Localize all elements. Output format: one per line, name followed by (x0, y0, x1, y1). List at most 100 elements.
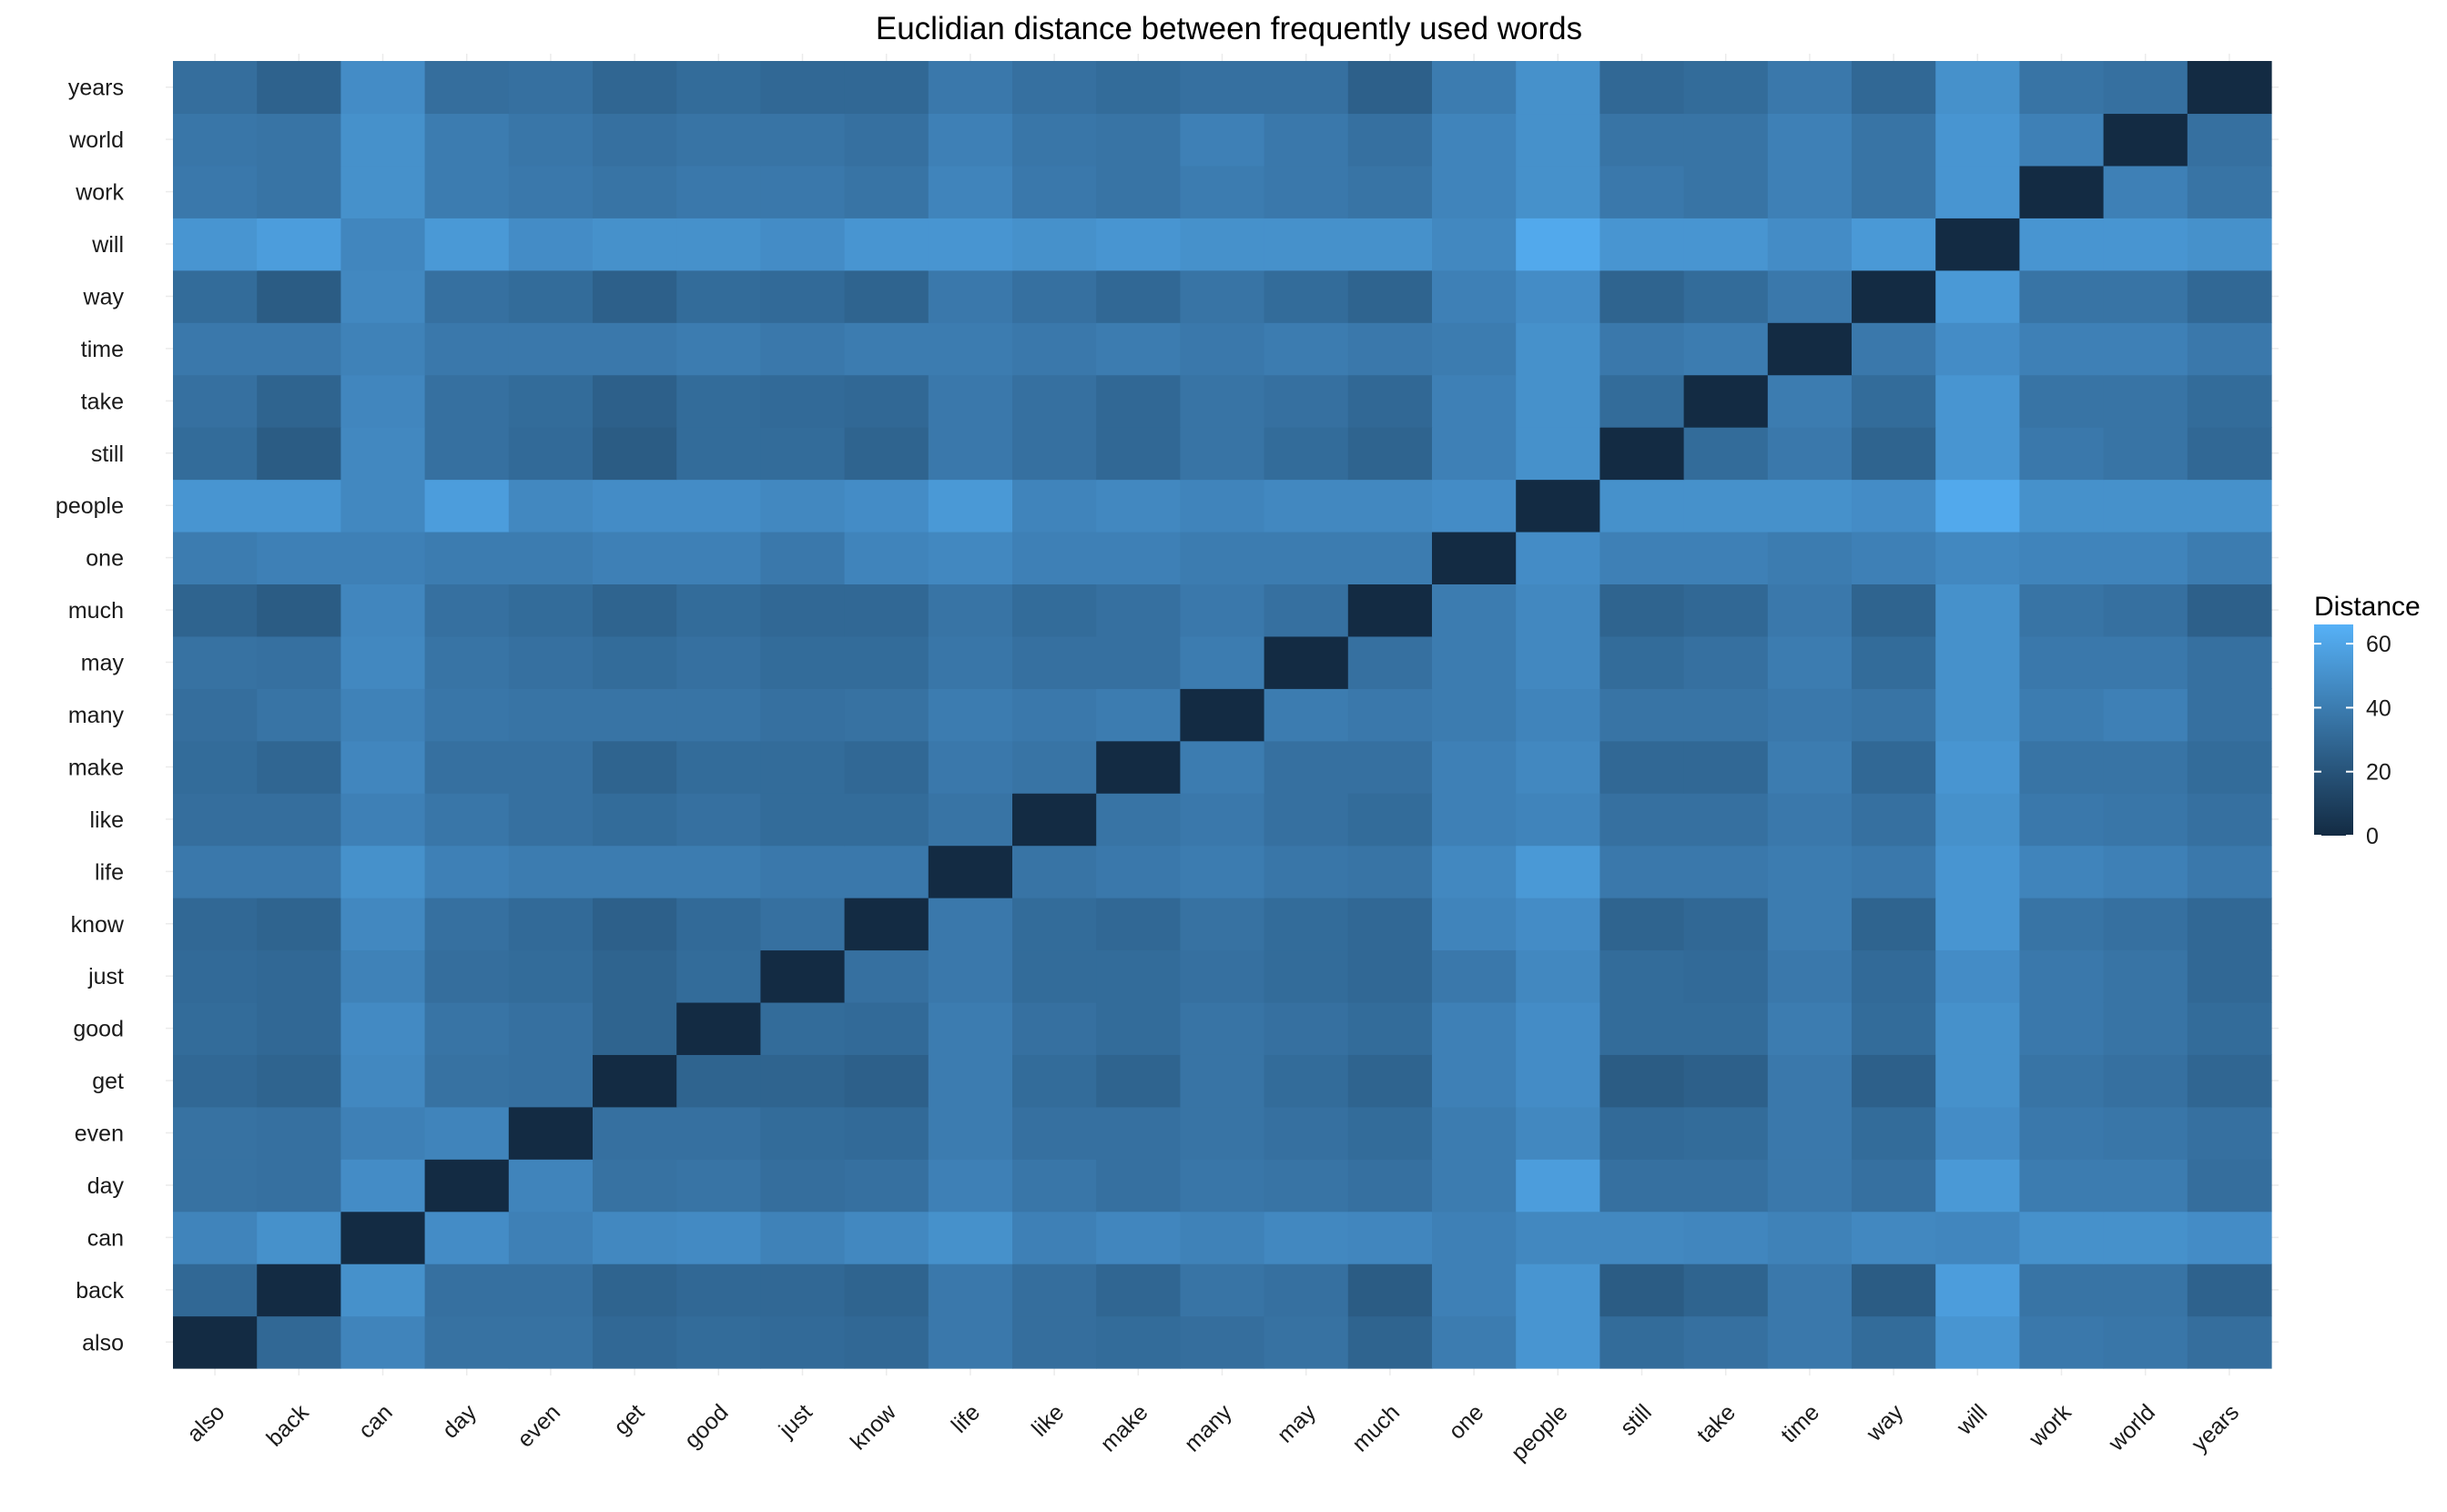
heatmap-cell (2187, 374, 2272, 428)
heatmap-cell (1935, 218, 2020, 271)
heatmap-cell (173, 949, 258, 1003)
heatmap-cell (257, 845, 341, 898)
heatmap-cell (1852, 165, 1936, 218)
heatmap-cell (257, 165, 341, 218)
heatmap-cell (676, 531, 761, 584)
heatmap-cell (1180, 269, 1265, 323)
heatmap-cell (1599, 688, 1685, 742)
heatmap-cell (1096, 949, 1181, 1003)
heatmap-cell (1432, 688, 1517, 742)
heatmap-cell (1264, 1211, 1349, 1264)
heatmap-cell (424, 322, 510, 376)
x-tick-label: may (1273, 1399, 1322, 1448)
heatmap-cell (844, 1106, 929, 1160)
heatmap-cell (844, 635, 929, 689)
heatmap-cell (1096, 374, 1181, 428)
heatmap-cell (2187, 793, 2272, 847)
heatmap-cell (1852, 898, 1936, 951)
heatmap-cell (1264, 61, 1349, 115)
heatmap-cell (1180, 1106, 1265, 1160)
heatmap-cell (1852, 61, 1936, 115)
heatmap-cell (1096, 61, 1181, 115)
heatmap-cell (1012, 793, 1097, 847)
heatmap-cell (1347, 793, 1433, 847)
heatmap-cell (676, 845, 761, 898)
heatmap-cell (1012, 1054, 1097, 1108)
heatmap-cell (173, 269, 258, 323)
heatmap-cell (928, 165, 1013, 218)
heatmap-cell (1347, 165, 1433, 218)
heatmap-cell (1683, 531, 1769, 584)
heatmap-cell (1012, 949, 1097, 1003)
heatmap-cell (1096, 845, 1181, 898)
heatmap-cell (257, 1054, 341, 1108)
heatmap-cell (340, 374, 426, 428)
heatmap-cell (2103, 1001, 2188, 1055)
heatmap-cell (424, 898, 510, 951)
y-tick-label: make (68, 755, 124, 780)
heatmap-cell (1180, 165, 1265, 218)
heatmap-cell (2187, 688, 2272, 742)
heatmap-cell (760, 740, 846, 794)
heatmap-cell (340, 793, 426, 847)
heatmap-cell (1683, 165, 1769, 218)
heatmap-cell (257, 1263, 341, 1317)
heatmap-cell (676, 1054, 761, 1108)
heatmap-cell (844, 1315, 929, 1369)
heatmap-cell (1683, 374, 1769, 428)
heatmap-cell (676, 427, 761, 481)
heatmap-cell (424, 374, 510, 428)
y-tick-label: good (73, 1017, 124, 1042)
heatmap-cell (928, 1054, 1013, 1108)
x-axis-labels: also back can day even get good just know life lik… (182, 1399, 2244, 1466)
x-tick-label: much (1347, 1399, 1405, 1456)
heatmap-cell (257, 531, 341, 584)
heatmap-cell (1264, 740, 1349, 794)
heatmap-cell (1852, 427, 1936, 481)
heatmap-cell (2187, 1263, 2272, 1317)
heatmap-cell (1599, 1263, 1685, 1317)
heatmap-cell (844, 1159, 929, 1213)
heatmap-cell (1347, 688, 1433, 742)
y-tick-label: work (75, 180, 124, 206)
heatmap-cell (1012, 1315, 1097, 1369)
heatmap-cell (2187, 479, 2272, 533)
heatmap-cell (173, 1211, 258, 1264)
heatmap-cell (424, 479, 510, 533)
heatmap-cell (928, 688, 1013, 742)
heatmap-cell (1347, 1001, 1433, 1055)
heatmap-cell (1599, 61, 1685, 115)
heatmap-cell (1347, 1054, 1433, 1108)
heatmap-cell (2187, 322, 2272, 376)
heatmap-cell (340, 1263, 426, 1317)
heatmap-cell (1767, 218, 1853, 271)
heatmap-cell (173, 165, 258, 218)
heatmap-cell (1683, 793, 1769, 847)
heatmap-cell (1096, 1106, 1181, 1160)
heatmap-cell (760, 1315, 846, 1369)
heatmap-cell (1264, 531, 1349, 584)
heatmap-cell (1264, 113, 1349, 167)
heatmap-cell (2103, 1106, 2188, 1160)
heatmap-cell (1432, 322, 1517, 376)
heatmap-cell (1599, 1106, 1685, 1160)
heatmap-cell (1180, 61, 1265, 115)
heatmap-cell (1432, 113, 1517, 167)
heatmap-cell (1096, 688, 1181, 742)
heatmap-cell (1516, 583, 1600, 637)
heatmap-cell (1516, 793, 1600, 847)
heatmap-cell (1767, 1159, 1853, 1213)
heatmap-cell (340, 845, 426, 898)
heatmap-cell (2103, 1159, 2188, 1213)
heatmap-cell (1935, 949, 2020, 1003)
heatmap-cell (1096, 218, 1181, 271)
heatmap-cell (257, 1159, 341, 1213)
x-tick-label: also (182, 1399, 229, 1446)
heatmap-cell (1683, 688, 1769, 742)
heatmap-cell (1180, 1211, 1265, 1264)
heatmap-cell (844, 583, 929, 637)
heatmap-cell (173, 427, 258, 481)
heatmap-cell (1935, 1263, 2020, 1317)
heatmap-cell (1852, 218, 1936, 271)
heatmap-cell (1432, 165, 1517, 218)
